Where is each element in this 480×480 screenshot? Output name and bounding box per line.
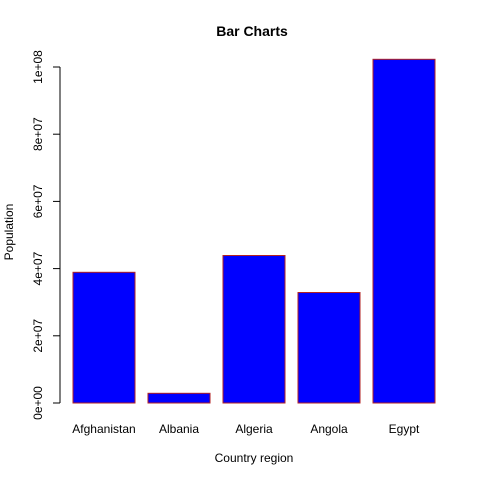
bar-afghanistan — [72, 271, 136, 404]
bar-angola — [297, 292, 361, 404]
x-axis-label: Country region — [215, 451, 294, 465]
y-tick-label-0: 0e+00 — [31, 386, 45, 420]
y-axis: 0e+00 2e+07 4e+07 6e+07 8e+07 1e+08 — [31, 50, 61, 420]
bar-albania — [147, 392, 211, 404]
bar-egypt — [372, 58, 436, 404]
x-tick-label-algeria: Algeria — [235, 422, 273, 436]
y-tick-label-4: 8e+07 — [31, 117, 45, 151]
chart-title: Bar Charts — [216, 23, 288, 39]
y-tick-label-2: 4e+07 — [31, 251, 45, 285]
y-tick-label-5: 1e+08 — [31, 50, 45, 84]
y-tick-label-1: 2e+07 — [31, 319, 45, 353]
x-tick-label-angola: Angola — [310, 422, 348, 436]
x-tick-label-afghanistan: Afghanistan — [72, 422, 135, 436]
x-tick-label-egypt: Egypt — [389, 422, 420, 436]
y-axis-label: Population — [2, 204, 16, 261]
bars-layer — [72, 58, 436, 404]
y-tick-label-3: 6e+07 — [31, 184, 45, 218]
x-axis-labels: Afghanistan Albania Algeria Angola Egypt — [72, 422, 420, 436]
bar-algeria — [222, 255, 286, 404]
x-tick-label-albania: Albania — [159, 422, 199, 436]
